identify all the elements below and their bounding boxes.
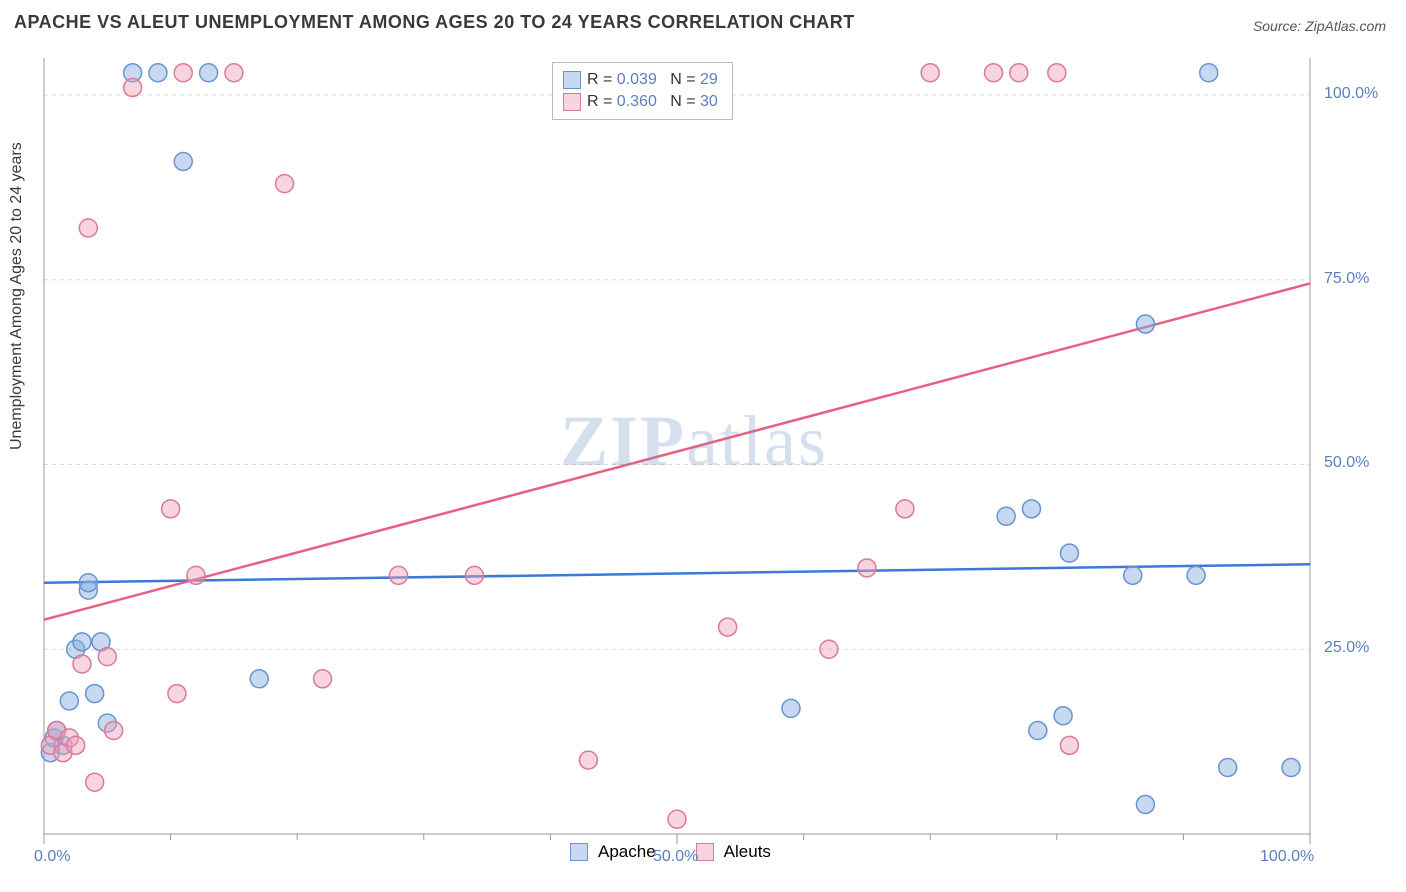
legend-stats-row: R = 0.039 N = 29 [563,69,718,91]
y-tick-label: 50.0% [1324,454,1370,472]
legend-label: Apache [598,842,656,862]
x-tick-label: 0.0% [34,848,70,866]
legend-label: Aleuts [724,842,771,862]
legend-item: Apache [570,842,656,862]
x-tick-label: 50.0% [653,848,698,866]
y-tick-label: 75.0% [1324,270,1370,288]
x-tick-label: 100.0% [1260,848,1314,866]
legend-swatch [570,843,588,861]
legend-swatch [563,71,581,89]
y-tick-label: 100.0% [1324,85,1370,103]
scatter-plot [0,0,1406,892]
legend-stats-row: R = 0.360 N = 30 [563,91,718,113]
legend-swatch [563,93,581,111]
legend-item: Aleuts [696,842,771,862]
legend-stats: R = 0.039 N = 29 R = 0.360 N = 30 [552,62,733,120]
y-tick-label: 25.0% [1324,639,1370,657]
